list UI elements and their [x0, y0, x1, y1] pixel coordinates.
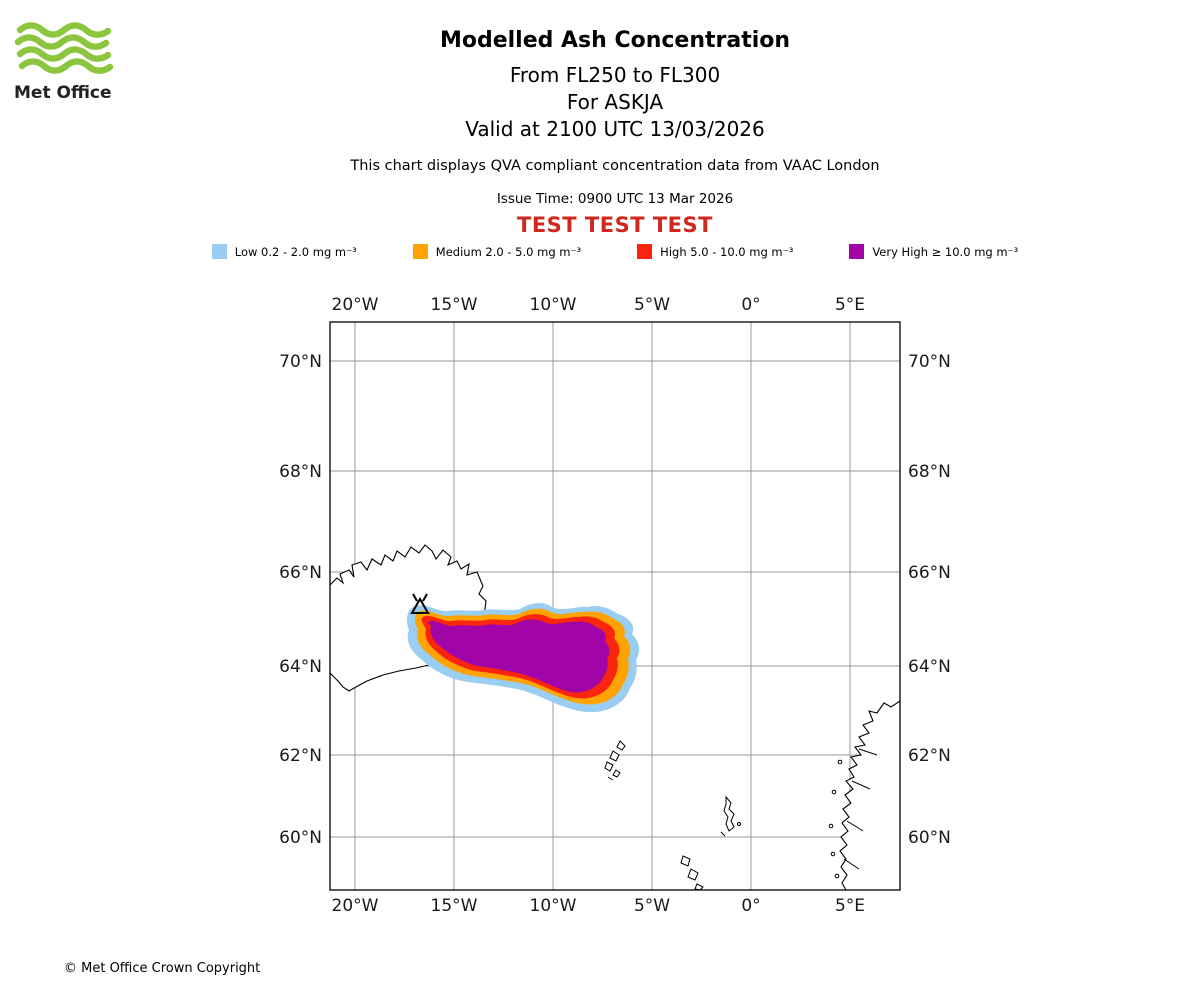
x-tick-top: 0° [741, 295, 760, 315]
orkney-islands [680, 855, 704, 890]
faroe-islands [604, 740, 626, 781]
x-tick-bottom: 10°W [530, 896, 577, 916]
norway-fjords [843, 748, 878, 870]
x-tick-top: 10°W [530, 295, 577, 315]
x-tick-bottom: 20°W [332, 896, 379, 916]
y-tick-left: 60°N [279, 828, 322, 848]
subtitle-valid-time: Valid at 2100 UTC 13/03/2026 [465, 117, 765, 141]
subtitle-volcano: For ASKJA [566, 90, 664, 114]
met-office-logo-label: Met Office [14, 83, 112, 103]
y-tick-right: 64°N [908, 657, 951, 677]
legend-item-very-high: Very High ≥ 10.0 mg m⁻³ [849, 244, 1018, 259]
y-tick-right: 62°N [908, 746, 951, 766]
y-tick-left: 64°N [279, 657, 322, 677]
logo-wave-icon [16, 46, 112, 62]
met-office-logo: Met Office [14, 22, 134, 103]
x-tick-bottom: 5°E [835, 896, 865, 916]
legend-swatch-medium [412, 244, 428, 259]
y-tick-right: 68°N [908, 462, 951, 482]
legend-label-low: Low 0.2 - 2.0 mg m⁻³ [234, 244, 357, 259]
x-tick-top: 20°W [332, 295, 379, 315]
subtitle-flight-levels: From FL250 to FL300 [509, 63, 721, 87]
issue-time: Issue Time: 0900 UTC 13 Mar 2026 [496, 191, 734, 207]
shetland-islands [720, 795, 741, 837]
y-tick-right: 60°N [908, 828, 951, 848]
legend-label-very-high: Very High ≥ 10.0 mg m⁻³ [872, 244, 1019, 259]
y-tick-left: 70°N [279, 352, 322, 372]
norway-islands [828, 759, 843, 879]
logo-wave-icon [18, 58, 114, 74]
x-tick-bottom: 5°W [634, 896, 670, 916]
chart-description: This chart displays QVA compliant concen… [350, 158, 880, 174]
logo-wave-icon [14, 34, 110, 50]
met-office-logo-waves [14, 22, 114, 74]
x-tick-top: 5°W [634, 295, 670, 315]
volcano-marker-icon [410, 593, 430, 614]
legend-swatch-very-high [849, 244, 865, 259]
y-tick-left: 66°N [279, 563, 322, 583]
ash-contour-very-high [427, 619, 610, 693]
norway-coastline [839, 700, 900, 890]
legend-item-low: Low 0.2 - 2.0 mg m⁻³ [211, 244, 357, 259]
y-tick-left: 68°N [279, 462, 322, 482]
logo-wave-icon [16, 22, 112, 38]
test-banner: TEST TEST TEST [517, 213, 713, 237]
legend-label-medium: Medium 2.0 - 5.0 mg m⁻³ [435, 244, 582, 259]
x-tick-top: 5°E [835, 295, 865, 315]
copyright-notice: © Met Office Crown Copyright [64, 961, 261, 976]
map-border [329, 321, 901, 891]
legend-item-medium: Medium 2.0 - 5.0 mg m⁻³ [412, 244, 582, 259]
y-tick-right: 66°N [908, 563, 951, 583]
legend: Low 0.2 - 2.0 mg m⁻³ Medium 2.0 - 5.0 mg… [30, 244, 1200, 259]
x-tick-bottom: 15°W [431, 896, 478, 916]
legend-item-high: High 5.0 - 10.0 mg m⁻³ [637, 244, 793, 259]
legend-label-high: High 5.0 - 10.0 mg m⁻³ [660, 244, 794, 259]
legend-swatch-high [637, 244, 653, 259]
x-tick-bottom: 0° [741, 896, 760, 916]
x-tick-top: 15°W [431, 295, 478, 315]
y-tick-right: 70°N [908, 352, 951, 372]
y-tick-left: 62°N [279, 746, 322, 766]
legend-swatch-low [211, 244, 227, 259]
page-title: Modelled Ash Concentration [439, 28, 791, 53]
